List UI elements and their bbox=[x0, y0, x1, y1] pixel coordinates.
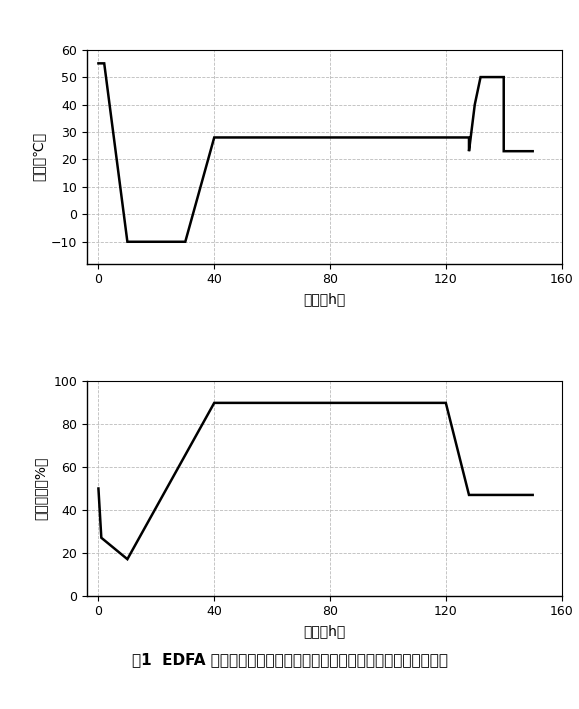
X-axis label: 时间（h）: 时间（h） bbox=[303, 624, 345, 638]
Y-axis label: 温度（℃）: 温度（℃） bbox=[31, 132, 45, 182]
X-axis label: 时间（h）: 时间（h） bbox=[303, 292, 345, 306]
Y-axis label: 相对湿度（%）: 相对湿度（%） bbox=[34, 457, 47, 520]
Text: 图1  EDFA 单元在工作温度和湿度试验中温度和相对湿度随时间的变化: 图1 EDFA 单元在工作温度和湿度试验中温度和相对湿度随时间的变化 bbox=[131, 652, 448, 667]
